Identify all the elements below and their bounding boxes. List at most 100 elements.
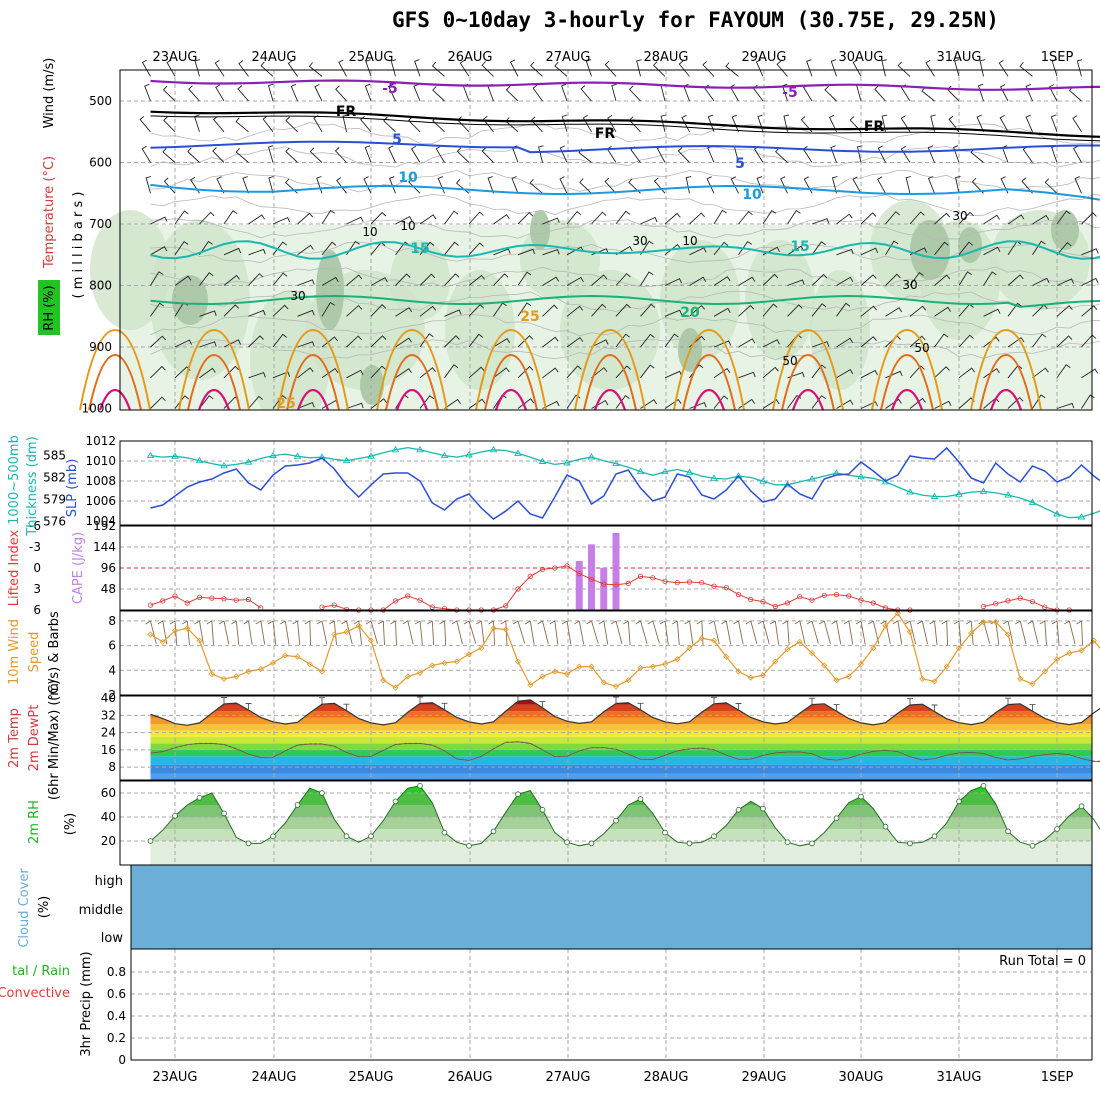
- wind-speed-marker: [465, 651, 473, 658]
- surface-wind-barb: [512, 620, 526, 644]
- rh-shaded-area-dark: [316, 250, 344, 330]
- wind-tick-label: 6: [108, 639, 116, 653]
- dewpoint2m-axis-label: 2m DewPt: [27, 705, 42, 772]
- wind-barb: [444, 364, 459, 379]
- wind-barb: [983, 271, 997, 286]
- isotherm-30: [286, 353, 340, 411]
- temp-band: [150, 704, 1092, 712]
- rh-contour-label: 30: [952, 209, 967, 223]
- wind-speed-marker: [1041, 668, 1048, 675]
- surface-wind-barb: [525, 620, 535, 645]
- wind-barb: [1074, 176, 1082, 194]
- wind-barb: [395, 368, 412, 379]
- wind-barb: [775, 147, 788, 163]
- wind-barb: [389, 176, 396, 194]
- rh-marker: [858, 793, 864, 800]
- wind-barb: [297, 402, 315, 409]
- rh-marker: [417, 782, 423, 789]
- wind-barb: [689, 304, 706, 317]
- wind-barb: [830, 145, 837, 163]
- surface-wind-barb: [218, 620, 230, 645]
- wind-barb: [321, 276, 339, 286]
- thickness-marker: [587, 453, 596, 460]
- wind-barb: [1076, 59, 1083, 77]
- rh-contour: [150, 218, 1100, 240]
- wind-barb: [640, 216, 658, 225]
- wind-barb: [248, 309, 266, 317]
- wind-speed-marker: [490, 625, 497, 632]
- isotherm-30: [880, 353, 934, 411]
- wind-barb: [267, 145, 274, 163]
- wind-barb: [836, 213, 853, 225]
- wind-barb: [900, 115, 911, 133]
- li-tick-label: -3: [29, 540, 41, 554]
- isotherm-25: [376, 328, 448, 411]
- wind-barb: [685, 176, 692, 194]
- thickness-tick-label: 585: [43, 449, 66, 463]
- thickness-marker: [538, 457, 547, 464]
- wind-barb: [370, 211, 387, 225]
- contour-label: FR: [864, 119, 885, 135]
- wind-barb: [314, 84, 323, 102]
- wind-barb: [272, 304, 289, 317]
- slp-tick-label: 1006: [85, 494, 116, 508]
- wind-barb: [538, 145, 544, 163]
- wind-barb: [1007, 396, 1024, 409]
- wind-barb: [1032, 367, 1049, 379]
- wind-speed-marker: [514, 658, 522, 665]
- isotherm-25: [673, 328, 745, 411]
- wind-speed-marker: [612, 683, 620, 690]
- wind-speed-marker: [723, 653, 730, 660]
- pressure-tick-label: 900: [89, 340, 112, 354]
- slp-tick-label: 1008: [85, 474, 116, 488]
- lifted-index-marker: [527, 573, 533, 580]
- wind-barb: [885, 240, 899, 256]
- wind-barb: [738, 304, 755, 317]
- wind-barb: [976, 114, 984, 132]
- wind-barb: [874, 85, 886, 102]
- li-tick-label: 0: [33, 561, 41, 575]
- isotherm-30: [385, 353, 439, 411]
- wind10-speed-axis-label: Speed: [27, 632, 42, 673]
- rh-tick-label: 40: [101, 810, 116, 824]
- date-label-bottom: 26AUG: [447, 1070, 492, 1085]
- wind-barb: [707, 114, 715, 132]
- wind-barb: [1081, 212, 1097, 225]
- wind-barb: [174, 210, 189, 225]
- wind-barb: [999, 115, 1009, 133]
- wind-barb: [909, 305, 927, 317]
- rh-line: [150, 785, 1100, 847]
- surface-wind-barb: [145, 620, 157, 645]
- wind-barb: [983, 336, 1000, 348]
- upper-air-panel: -5 -5 FR FR FR 5 5 10 10 15 15 20 25 25 10 10 10 30 30 30 30…: [79, 59, 1100, 440]
- wind-barb: [456, 147, 470, 163]
- lifted-index-marker: [196, 594, 203, 601]
- cloud-cover-panel: high middle low: [79, 864, 1093, 950]
- wind-barb: [787, 209, 801, 225]
- temp-tick-label: 8: [108, 760, 116, 774]
- surface-wind-barb: [684, 620, 694, 645]
- wind-barb: [689, 212, 705, 225]
- wind-barb: [762, 303, 778, 317]
- wind-barb: [1056, 335, 1073, 348]
- wind-barb: [437, 176, 445, 194]
- cape-bar: [575, 561, 583, 610]
- wind-barb: [215, 84, 225, 102]
- wind-barb: [756, 176, 764, 194]
- wind-barb: [194, 59, 201, 77]
- wind-barb: [762, 209, 777, 225]
- date-label-bottom: 1SEP: [1041, 1070, 1074, 1085]
- temp-band: [150, 736, 1092, 744]
- surface-wind-barb: [463, 620, 477, 644]
- wind-barb: [248, 273, 264, 286]
- wind-barb: [604, 60, 617, 77]
- rh-marker: [637, 796, 644, 802]
- wind-speed-marker: [1066, 649, 1073, 657]
- wind-barb: [468, 242, 484, 256]
- wind-barb: [188, 85, 200, 102]
- lifted-index-marker: [980, 603, 987, 610]
- isotherm-25: [475, 328, 547, 411]
- rh-contour-label: 30: [632, 234, 647, 248]
- wind-barb: [836, 399, 854, 409]
- wind-barb: [1007, 302, 1022, 317]
